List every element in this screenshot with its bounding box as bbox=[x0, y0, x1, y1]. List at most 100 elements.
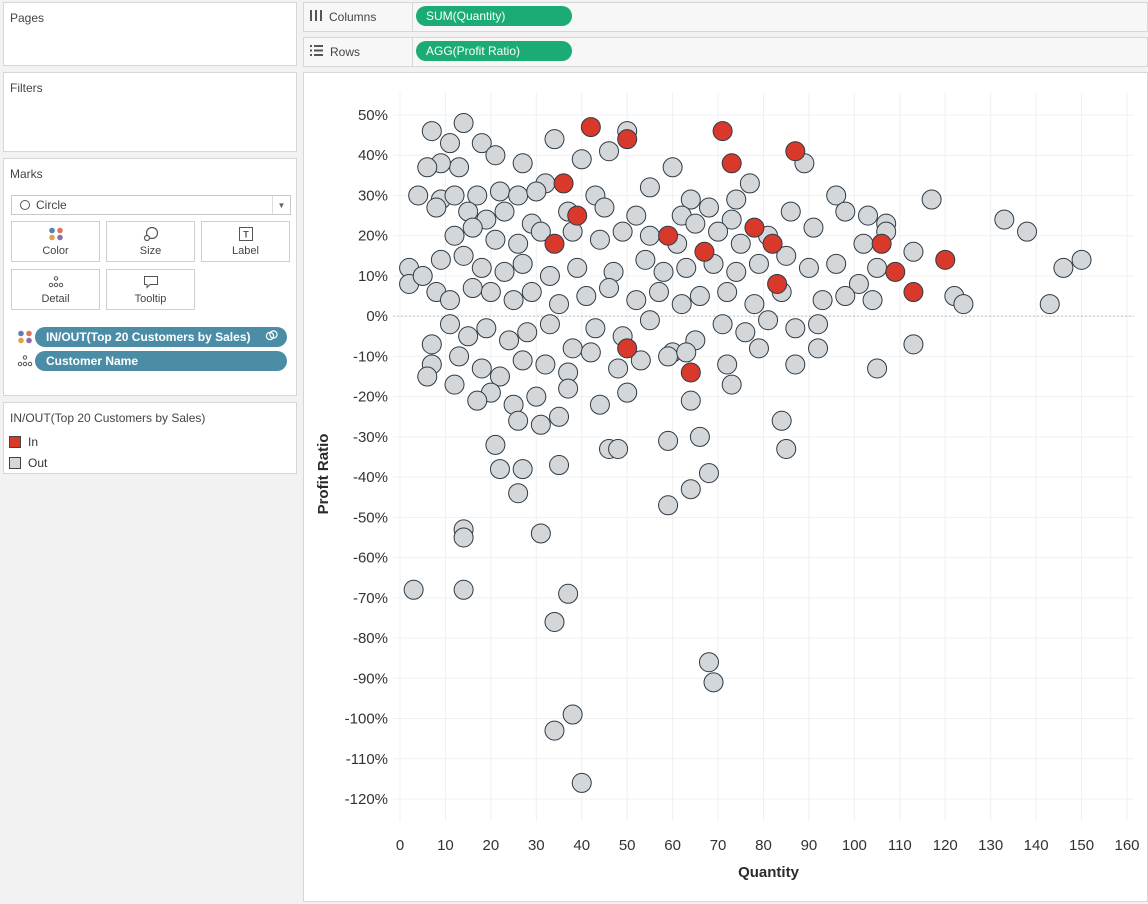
y-tick-label: -60% bbox=[353, 550, 388, 567]
pages-card[interactable]: Pages bbox=[3, 2, 297, 66]
data-point-out bbox=[404, 580, 423, 599]
data-point-out bbox=[518, 323, 537, 342]
filters-card[interactable]: Filters bbox=[3, 72, 297, 152]
chart-view[interactable]: 0102030405060708090100110120130140150160… bbox=[303, 72, 1148, 902]
data-point-out bbox=[527, 387, 546, 406]
data-point-out bbox=[509, 484, 528, 503]
data-point-out bbox=[859, 206, 878, 225]
x-tick-label: 140 bbox=[1024, 837, 1049, 854]
data-point-out bbox=[827, 254, 846, 273]
y-axis-title: Profit Ratio bbox=[315, 434, 332, 515]
data-point-out bbox=[640, 311, 659, 330]
data-point-out bbox=[540, 315, 559, 334]
rows-shelf[interactable]: Rows AGG(Profit Ratio) bbox=[303, 37, 1148, 67]
dropdown-arrow-icon[interactable]: ▼ bbox=[272, 196, 290, 214]
data-point-out bbox=[454, 580, 473, 599]
data-point-out bbox=[445, 375, 464, 394]
mark-type-dropdown[interactable]: Circle ▼ bbox=[11, 195, 291, 215]
rows-shelf-label: Rows bbox=[304, 38, 413, 66]
detail-icon bbox=[48, 274, 64, 290]
data-point-out bbox=[677, 258, 696, 277]
data-point-in bbox=[786, 142, 805, 161]
detail-button[interactable]: Detail bbox=[11, 269, 100, 310]
legend-title: IN/OUT(Top 20 Customers by Sales) bbox=[10, 411, 205, 425]
data-point-out bbox=[609, 439, 628, 458]
detail-field-label: Customer Name bbox=[46, 354, 138, 368]
label-button[interactable]: T Label bbox=[201, 221, 290, 262]
data-point-in bbox=[763, 234, 782, 253]
data-point-out bbox=[954, 295, 973, 314]
filters-title: Filters bbox=[10, 81, 43, 95]
data-point-out bbox=[922, 190, 941, 209]
data-point-out bbox=[804, 218, 823, 237]
x-tick-label: 70 bbox=[710, 837, 727, 854]
data-point-out bbox=[445, 186, 464, 205]
data-point-in bbox=[618, 339, 637, 358]
data-point-out bbox=[640, 178, 659, 197]
data-point-out bbox=[545, 721, 564, 740]
data-point-out bbox=[690, 427, 709, 446]
rows-pill-agg-profit-ratio[interactable]: AGG(Profit Ratio) bbox=[416, 41, 572, 61]
rows-label-text: Rows bbox=[330, 45, 360, 59]
data-point-out bbox=[595, 198, 614, 217]
color-field-pill[interactable]: IN/OUT(Top 20 Customers by Sales) bbox=[35, 327, 287, 347]
data-point-out bbox=[413, 266, 432, 285]
y-tick-label: -90% bbox=[353, 670, 388, 687]
columns-shelf-label: Columns bbox=[304, 3, 413, 31]
svg-text:T: T bbox=[243, 230, 249, 240]
columns-shelf[interactable]: Columns SUM(Quantity) bbox=[303, 2, 1148, 32]
data-point-out bbox=[609, 359, 628, 378]
data-point-in bbox=[554, 174, 573, 193]
data-point-out bbox=[736, 323, 755, 342]
color-button[interactable]: Color bbox=[11, 221, 100, 262]
tooltip-button[interactable]: Tooltip bbox=[106, 269, 195, 310]
size-icon bbox=[143, 226, 159, 242]
legend-item-in[interactable]: In bbox=[9, 435, 38, 449]
legend-label-in: In bbox=[28, 435, 38, 449]
y-tick-label: -10% bbox=[353, 348, 388, 365]
data-point-out bbox=[854, 234, 873, 253]
data-point-in bbox=[872, 234, 891, 253]
data-point-out bbox=[681, 391, 700, 410]
data-point-out bbox=[677, 343, 696, 362]
data-point-out bbox=[477, 319, 496, 338]
detail-field-pill[interactable]: Customer Name bbox=[35, 351, 287, 371]
data-point-out bbox=[690, 287, 709, 306]
y-tick-label: -70% bbox=[353, 590, 388, 607]
color-button-label: Color bbox=[42, 245, 68, 257]
y-tick-label: 40% bbox=[358, 147, 388, 164]
y-tick-label: 30% bbox=[358, 187, 388, 204]
data-point-out bbox=[495, 202, 514, 221]
size-button[interactable]: Size bbox=[106, 221, 195, 262]
pages-title: Pages bbox=[10, 11, 44, 25]
data-point-out bbox=[586, 319, 605, 338]
data-point-out bbox=[759, 311, 778, 330]
legend-item-out[interactable]: Out bbox=[9, 456, 47, 470]
data-point-out bbox=[718, 355, 737, 374]
x-tick-label: 40 bbox=[573, 837, 590, 854]
scatter-plot[interactable]: 0102030405060708090100110120130140150160… bbox=[304, 73, 1147, 901]
data-point-out bbox=[486, 435, 505, 454]
data-point-in bbox=[768, 274, 787, 293]
data-point-out bbox=[531, 415, 550, 434]
data-point-in bbox=[936, 250, 955, 269]
data-point-out bbox=[600, 142, 619, 161]
data-point-in bbox=[545, 234, 564, 253]
legend-swatch-out bbox=[9, 457, 21, 469]
data-point-out bbox=[618, 383, 637, 402]
color-field-label: IN/OUT(Top 20 Customers by Sales) bbox=[46, 330, 251, 344]
data-point-out bbox=[813, 291, 832, 310]
columns-pill-sum-quantity[interactable]: SUM(Quantity) bbox=[416, 6, 572, 26]
x-tick-label: 60 bbox=[664, 837, 681, 854]
data-point-out bbox=[463, 218, 482, 237]
data-point-out bbox=[590, 395, 609, 414]
data-point-out bbox=[781, 202, 800, 221]
data-point-out bbox=[495, 262, 514, 281]
data-point-out bbox=[513, 460, 532, 479]
detail-button-label: Detail bbox=[41, 293, 69, 305]
data-point-out bbox=[868, 258, 887, 277]
y-tick-label: 20% bbox=[358, 228, 388, 245]
mark-type-value: Circle bbox=[36, 198, 67, 212]
x-tick-label: 10 bbox=[437, 837, 454, 854]
data-point-out bbox=[663, 158, 682, 177]
